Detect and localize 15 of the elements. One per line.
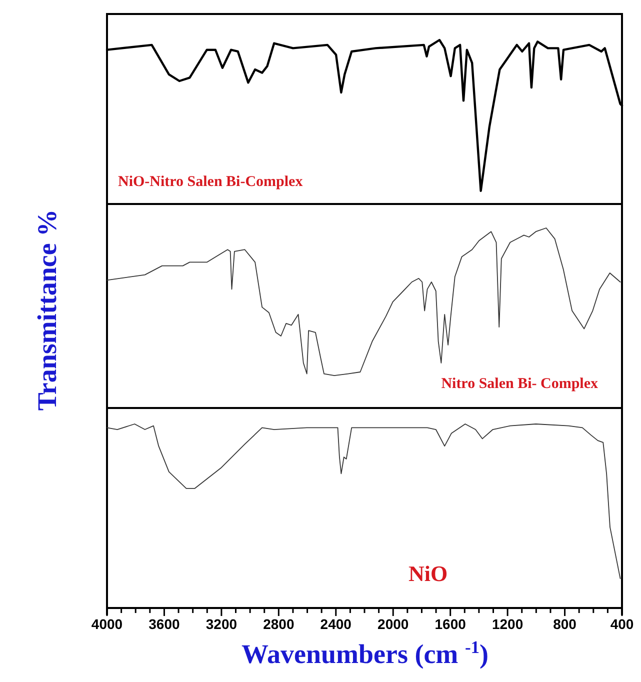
x-tick-label: 1600 <box>434 616 466 632</box>
x-tick-label: 1200 <box>492 616 524 632</box>
y-axis-title: Transmittance % <box>32 209 62 411</box>
text: NiO <box>408 561 448 586</box>
x-tick-label: 3200 <box>206 616 238 632</box>
x-tick-label: 2800 <box>263 616 294 632</box>
x-tick-label: 4000 <box>91 616 123 632</box>
series-label: Nitro Salen Bi- Complex <box>441 376 598 392</box>
x-tick-label: 2000 <box>378 616 409 632</box>
x-tick-label: 3600 <box>148 616 180 632</box>
x-tick-label: 400 <box>610 616 634 632</box>
text: NiO-Nitro Salen Bi-Complex <box>118 174 304 190</box>
x-tick-label: 2400 <box>320 616 352 632</box>
x-axis-title: Wavenumbers (cm $^{-1}$) <box>241 637 489 669</box>
x-tick-label: 800 <box>553 616 577 632</box>
